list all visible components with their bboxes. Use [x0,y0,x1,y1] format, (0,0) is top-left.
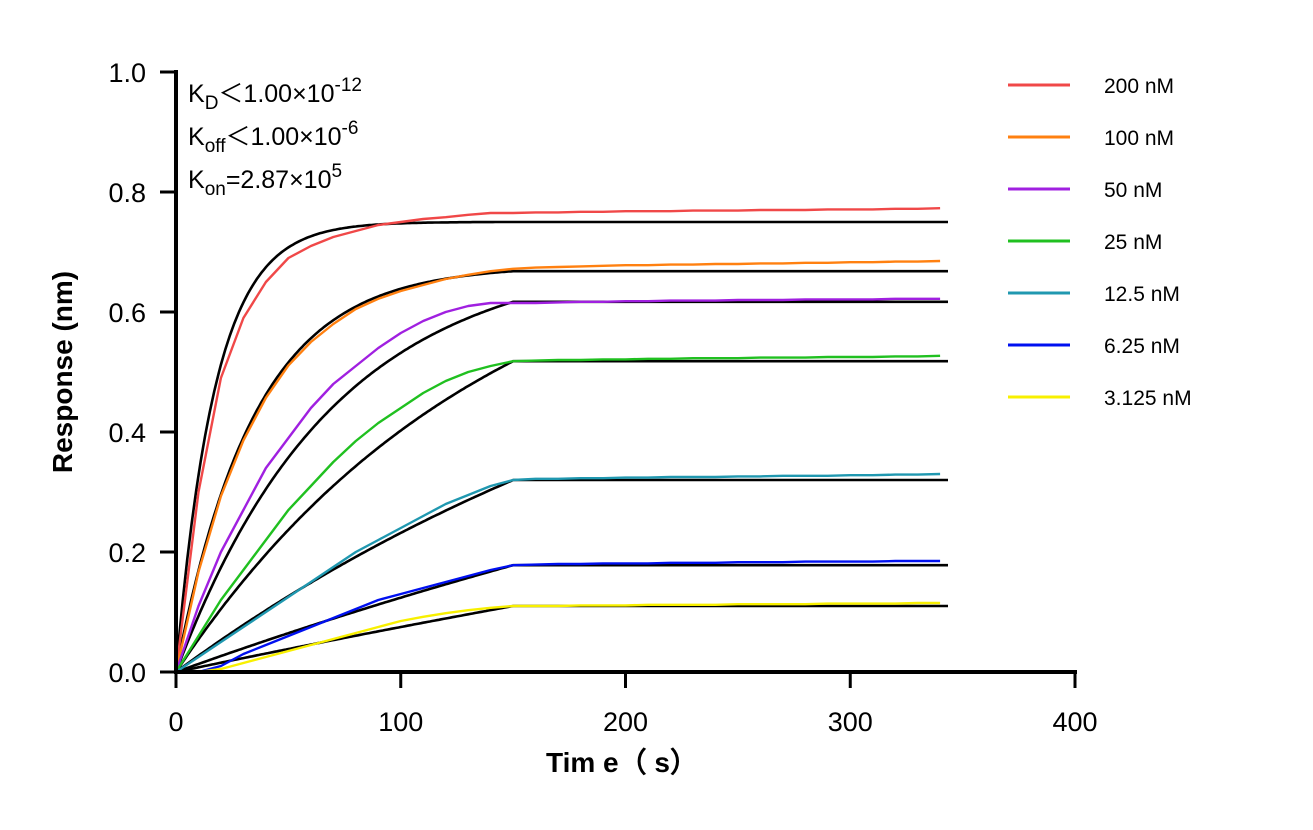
annotation-main: K [188,123,205,151]
fit-curve-6.25-nM [175,563,948,674]
y-tick-label: 0.2 [108,538,146,568]
y-tick-label: 0.6 [108,298,146,328]
legend-label: 200 nM [1104,75,1174,98]
series-line-100-nM [174,259,941,673]
annotation-rest: ＜1.00×10 [225,123,341,151]
fit-curve-12.5-nM [175,478,948,674]
fit-curve-100-nM [174,269,948,673]
annotation-sup: -12 [335,75,362,96]
legend-label: 12.5 nM [1104,283,1180,306]
series-line-12.5-nM [175,472,941,673]
annotation-sub: on [205,179,226,200]
annotation-rest: =2.87×10 [226,166,332,194]
x-tick-label: 300 [828,707,873,737]
legend: 200 nM 100 nM 50 nM 25 nM 12.5 nM 6.25 nM 3.12… [1008,75,1192,410]
annotation-sub: D [205,93,219,114]
annotation-rest: ＜1.00×10 [218,80,334,108]
data-series [174,207,941,674]
fit-curve-25-nM [174,359,948,673]
fit-curve-50-nM [174,300,948,673]
legend-label: 6.25 nM [1104,335,1180,358]
series-line-50-nM [174,297,941,673]
series-line-3.125-nM [176,601,941,674]
annotation-sup: 5 [332,161,343,182]
legend-label: 100 nM [1104,127,1174,150]
y-tick-label: 0.4 [108,418,146,448]
series-line-6.25-nM [176,559,941,674]
x-tick-label: 100 [378,707,423,737]
annotation-off: Koff＜1.00×10-6 [188,118,358,157]
legend-label: 50 nM [1104,179,1162,202]
x-axis-label: Tim e（ s） [546,746,698,778]
y-tick-label: 1.0 [108,58,146,88]
fit-curve-3.125-nM [175,604,948,674]
legend-label: 25 nM [1104,231,1162,254]
annotation-sub: off [205,136,227,157]
annotation-main: K [188,80,205,108]
series-line-25-nM [174,354,941,673]
x-tick-label: 0 [168,707,183,737]
x-tick-label: 400 [1052,707,1097,737]
fit-curve-200-nM [174,220,948,673]
annotation-main: K [188,166,205,194]
y-axis-label: Response (nm) [47,271,78,473]
annotation-on: Kon=2.87×105 [188,161,342,200]
annotation-sup: -6 [342,118,359,139]
y-tick-label: 0.0 [108,658,146,688]
series-line-200-nM [174,207,941,673]
annotation-D: KD＜1.00×10-12 [188,75,362,114]
y-tick-label: 0.8 [108,178,146,208]
ticks: 0 100 200 300 400 0.0 0.2 0.4 0.6 0.8 1.0 [108,58,1097,737]
legend-label: 3.125 nM [1104,387,1192,410]
x-tick-label: 200 [603,707,648,737]
